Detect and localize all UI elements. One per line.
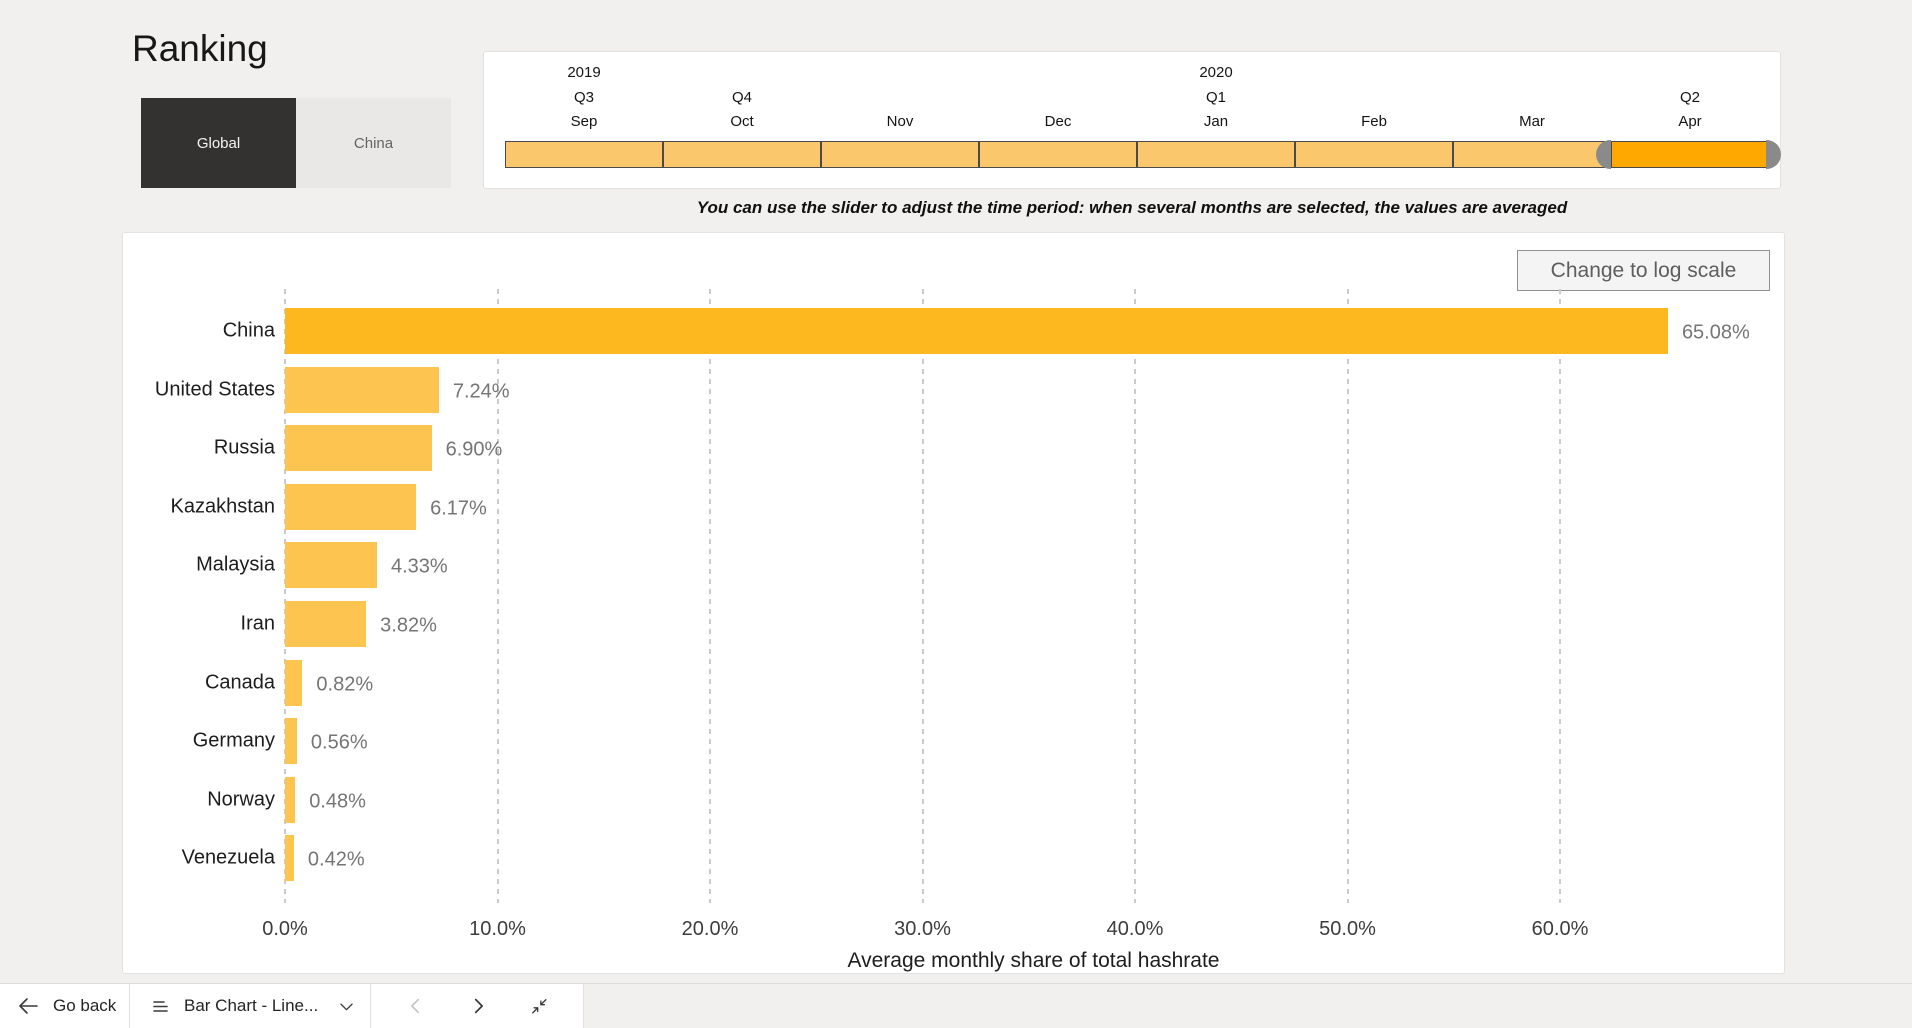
- category-label: Venezuela: [181, 846, 275, 869]
- bar-united-states[interactable]: [285, 366, 439, 413]
- go-back-label: Go back: [53, 996, 117, 1015]
- toggle-china-button[interactable]: China: [296, 98, 451, 188]
- slider-quarter-label: Q1: [1205, 89, 1227, 106]
- x-tick-label: 0.0%: [262, 918, 308, 940]
- bar-value-label: 7.24%: [452, 380, 510, 403]
- gridline-30.0%: [921, 289, 924, 903]
- slider-segment-feb[interactable]: [1295, 141, 1453, 168]
- x-tick-label: 60.0%: [1531, 918, 1589, 940]
- slider-handle-left[interactable]: [1596, 140, 1611, 169]
- slider-segment-jan[interactable]: [1137, 141, 1295, 168]
- bar-china[interactable]: [285, 308, 1668, 354]
- page-selector-label: Bar Chart - Line...: [184, 996, 319, 1015]
- time-slider-card: 2019 Q3 Sep Q4 Oct Nov Dec 2020 Q1 Jan Feb Mar Q2 Apr: [483, 51, 1781, 189]
- bar-value-label: 0.82%: [316, 673, 374, 696]
- slider-segment-mar[interactable]: [1453, 141, 1611, 168]
- slider-segment-nov[interactable]: [821, 141, 979, 168]
- bar-malaysia[interactable]: [285, 542, 377, 589]
- slider-quarter-label: Q4: [731, 89, 753, 106]
- slider-month-label: Sep: [570, 113, 598, 130]
- slider-year-label: 2020: [1199, 64, 1233, 81]
- bar-norway[interactable]: [285, 776, 296, 823]
- bar-germany[interactable]: [285, 718, 297, 765]
- category-label: Norway: [207, 788, 275, 811]
- category-label: United States: [154, 378, 275, 401]
- gridline-40.0%: [1134, 289, 1136, 903]
- x-tick-label: 50.0%: [1319, 918, 1376, 940]
- toggle-global-button[interactable]: Global: [141, 98, 296, 188]
- slider-month-label: Mar: [1519, 113, 1545, 130]
- slider-month-label: Jan: [1203, 113, 1229, 130]
- slider-quarter-label: Q3: [573, 89, 595, 106]
- bar-chart-plot-area: 0.0% 10.0% 20.0% 30.0% 40.0% 50.0% 60.0% 65.08%…: [262, 289, 1782, 972]
- gridline-20.0%: [709, 289, 711, 903]
- chevron-down-icon: [337, 997, 356, 1016]
- slider-month-label: Feb: [1361, 113, 1387, 130]
- slider-segment-dec[interactable]: [979, 141, 1137, 168]
- bar-canada[interactable]: [285, 659, 303, 706]
- slider-month-label: Nov: [886, 113, 914, 130]
- slider-quarter-label: Q2: [1679, 89, 1701, 106]
- gridline-60.0%: [1559, 289, 1561, 903]
- page-list-icon: [150, 996, 171, 1017]
- x-tick-label: 30.0%: [894, 918, 951, 940]
- gridline-50.0%: [1346, 289, 1349, 903]
- x-tick-label: 10.0%: [469, 918, 526, 940]
- bar-value-label: 0.42%: [307, 848, 365, 871]
- exit-focus-icon[interactable]: [530, 997, 549, 1016]
- category-label: Russia: [213, 436, 275, 459]
- slider-handle-right[interactable]: [1766, 140, 1781, 169]
- back-arrow-icon: [16, 994, 40, 1018]
- prev-page-icon[interactable]: [405, 995, 427, 1017]
- time-slider-track[interactable]: [505, 140, 1781, 169]
- page-selector[interactable]: Bar Chart - Line...: [130, 984, 371, 1028]
- slider-month-label: Apr: [1678, 113, 1702, 130]
- next-page-icon[interactable]: [467, 995, 489, 1017]
- slider-segment-oct[interactable]: [663, 141, 821, 168]
- category-label: Kazakhstan: [170, 495, 275, 518]
- x-tick-label: 20.0%: [681, 918, 739, 940]
- page-title: Ranking: [132, 28, 268, 69]
- gridline-10.0%: [496, 289, 499, 903]
- category-label: Iran: [240, 612, 275, 635]
- category-axis: China United States Russia Kazakhstan Malays…: [123, 289, 275, 903]
- x-axis-title: Average monthly share of total hashrate: [847, 949, 1220, 972]
- bar-value-label: 4.33%: [391, 555, 448, 578]
- bottom-toolbar: Go back Bar Chart - Line...: [0, 983, 1912, 1028]
- slider-segment-sep[interactable]: [505, 141, 663, 168]
- bar-value-label: 0.48%: [309, 790, 366, 813]
- category-label: China: [222, 319, 275, 342]
- category-label: Canada: [204, 671, 275, 694]
- bar-venezuela[interactable]: [285, 835, 294, 882]
- x-tick-label: 40.0%: [1106, 918, 1164, 940]
- ranking-chart-card: Change to log scale China United States Ru…: [122, 232, 1785, 974]
- bar-kazakhstan[interactable]: [285, 483, 417, 530]
- bar-value-label: 6.17%: [430, 497, 487, 520]
- scope-toggle: Global China: [141, 98, 451, 188]
- gridline-0.0%: [284, 289, 286, 903]
- slider-help-text: You can use the slider to adjust the tim…: [696, 198, 1568, 217]
- page-navigation: [371, 984, 584, 1028]
- category-label: Malaysia: [196, 553, 275, 576]
- slider-segment-apr[interactable]: [1611, 141, 1769, 168]
- slider-month-label: Oct: [730, 113, 754, 130]
- change-to-log-scale-button[interactable]: Change to log scale: [1517, 250, 1770, 291]
- bar-value-label: 0.56%: [310, 731, 368, 754]
- slider-year-label: 2019: [567, 64, 601, 81]
- bar-value-label: 65.08%: [1681, 321, 1750, 344]
- bar-value-label: 6.90%: [445, 438, 503, 461]
- bar-iran[interactable]: [285, 601, 367, 647]
- slider-month-label: Dec: [1044, 113, 1072, 130]
- bar-russia[interactable]: [285, 425, 432, 472]
- category-label: Germany: [192, 729, 275, 752]
- bar-value-label: 3.82%: [380, 614, 437, 637]
- go-back-button[interactable]: Go back: [0, 984, 130, 1028]
